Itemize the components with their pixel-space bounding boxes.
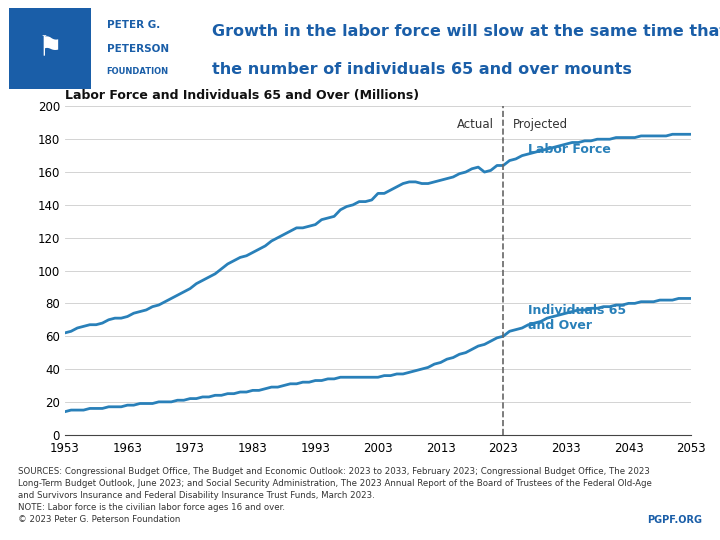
Text: the number of individuals 65 and over mounts: the number of individuals 65 and over mo… xyxy=(212,63,632,77)
Text: Actual: Actual xyxy=(457,118,494,131)
Text: Individuals 65
and Over: Individuals 65 and Over xyxy=(528,304,626,332)
Bar xyxy=(9,8,91,90)
Text: SOURCES: Congressional Budget Office, The Budget and Economic Outlook: 2023 to 2: SOURCES: Congressional Budget Office, Th… xyxy=(18,467,650,476)
Text: Projected: Projected xyxy=(513,118,568,131)
Text: PETER G.: PETER G. xyxy=(107,21,160,30)
Text: NOTE: Labor force is the civilian labor force ages 16 and over.: NOTE: Labor force is the civilian labor … xyxy=(18,503,285,512)
Text: Labor Force and Individuals 65 and Over (Millions): Labor Force and Individuals 65 and Over … xyxy=(65,89,419,102)
Text: and Survivors Insurance and Federal Disability Insurance Trust Funds, March 2023: and Survivors Insurance and Federal Disa… xyxy=(18,491,374,500)
Text: PGPF.ORG: PGPF.ORG xyxy=(647,515,702,525)
Text: ⚑: ⚑ xyxy=(37,35,62,63)
Text: Growth in the labor force will slow at the same time that: Growth in the labor force will slow at t… xyxy=(212,24,720,38)
Text: PETERSON: PETERSON xyxy=(107,44,168,53)
Text: Labor Force: Labor Force xyxy=(528,143,611,156)
Text: © 2023 Peter G. Peterson Foundation: © 2023 Peter G. Peterson Foundation xyxy=(18,515,181,524)
Text: FOUNDATION: FOUNDATION xyxy=(107,68,168,77)
Text: Long-Term Budget Outlook, June 2023; and Social Security Administration, The 202: Long-Term Budget Outlook, June 2023; and… xyxy=(18,479,652,488)
